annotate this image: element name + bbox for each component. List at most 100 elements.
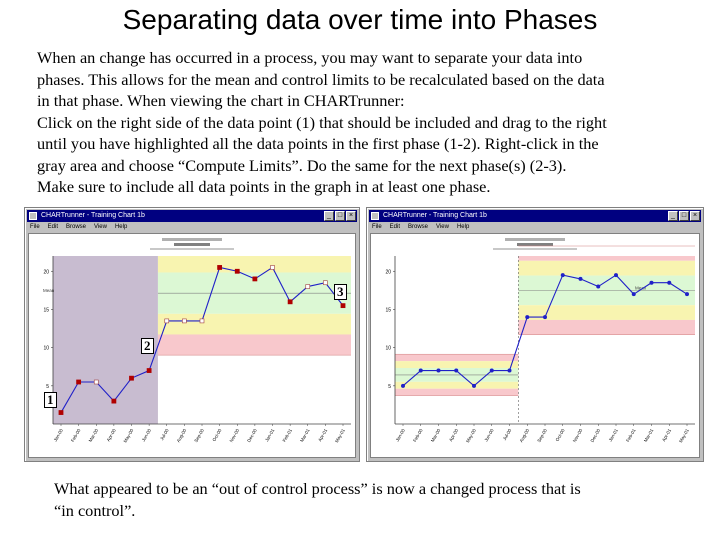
window-titlebar[interactable]: CHARTrunner - Training Chart 1b _ □ × xyxy=(369,210,701,222)
x-tick-label: Jan-00 xyxy=(395,428,406,443)
menu-file[interactable]: File xyxy=(372,224,382,230)
maximize-button[interactable]: □ xyxy=(679,211,689,221)
x-tick-label: Sep-00 xyxy=(536,428,548,443)
chartrunner-window-after[interactable]: CHARTrunner - Training Chart 1b _ □ × Fi… xyxy=(366,207,704,462)
data-point xyxy=(305,284,311,289)
y-tick-label: 20 xyxy=(385,269,391,275)
menu-browse[interactable]: Browse xyxy=(66,224,87,230)
chart-header-line xyxy=(505,238,565,241)
x-tick-label: Dec-00 xyxy=(590,428,602,443)
x-tick-label: Jan-01 xyxy=(608,428,619,443)
conclusion-line: What appeared to be an “out of control p… xyxy=(54,479,581,498)
callout-1: 1 xyxy=(44,392,57,408)
x-tick-label: May-01 xyxy=(678,428,690,444)
menu-edit[interactable]: Edit xyxy=(47,224,59,230)
x-tick-label: Oct-00 xyxy=(211,428,222,443)
data-point xyxy=(667,280,672,285)
control-chart-area[interactable]: 20 15 10 5 Mean Jan-00 Feb-00 Mar-00 Apr-00 May-0… xyxy=(370,233,700,458)
menu-view[interactable]: View xyxy=(436,224,449,230)
chart-header-line xyxy=(150,248,234,250)
x-tick-label: May-00 xyxy=(123,428,135,444)
control-limit-band xyxy=(395,361,519,369)
slide-title: Separating data over time into Phases xyxy=(122,4,598,35)
window-titlebar[interactable]: CHARTrunner - Training Chart 1b _ □ × xyxy=(27,210,357,222)
x-tick-label: Aug-00 xyxy=(519,428,531,443)
data-point xyxy=(199,318,205,324)
control-limit-band xyxy=(157,334,351,356)
app-icon[interactable] xyxy=(371,212,379,220)
close-button[interactable]: × xyxy=(346,211,356,221)
menu-file[interactable]: File xyxy=(30,224,40,230)
x-tick-label: Apr-01 xyxy=(661,428,672,443)
control-chart[interactable]: 20 15 10 5 Mean Jan-00 Feb-00 Mar-00 Apr-00 May-0… xyxy=(371,234,699,457)
data-point xyxy=(164,318,170,324)
control-chart[interactable]: 20 15 10 5 Mean Jan-00 Feb-00 Mar-00 Apr-00 May-0… xyxy=(29,234,355,457)
x-tick-label: Nov-00 xyxy=(572,428,584,443)
maximize-button[interactable]: □ xyxy=(335,211,345,221)
data-point xyxy=(436,368,441,373)
control-limit-band xyxy=(518,319,695,335)
y-tick-label: 15 xyxy=(385,307,391,313)
data-point xyxy=(489,368,494,373)
data-point xyxy=(418,368,423,373)
x-tick-label: Feb-00 xyxy=(412,428,424,443)
instructions-line: in that phase. When viewing the chart in… xyxy=(37,91,405,110)
x-tick-label: Mar-01 xyxy=(643,428,655,443)
x-tick-label: Mar-00 xyxy=(430,428,442,443)
data-point xyxy=(649,280,654,285)
data-point xyxy=(93,379,99,385)
x-tick-label: Feb-01 xyxy=(282,428,294,443)
callout-2: 2 xyxy=(141,338,154,354)
control-limit-band xyxy=(395,354,519,362)
chart-header-line xyxy=(493,248,577,250)
instructions-line: When an change has occurred in a process… xyxy=(37,48,583,67)
x-tick-label: Oct-00 xyxy=(555,428,566,443)
x-tick-label: May-00 xyxy=(465,428,477,444)
close-button[interactable]: × xyxy=(690,211,700,221)
x-tick-label: Jul-00 xyxy=(502,428,513,442)
control-limit-band xyxy=(395,381,519,389)
menu-help[interactable]: Help xyxy=(456,224,470,230)
control-chart-area[interactable]: 20 15 10 5 Mean Jan-00 Feb-00 Mar-00 Apr-00 May-0… xyxy=(28,233,356,458)
x-tick-label: Dec-00 xyxy=(246,428,258,443)
x-tick-label: Apr-01 xyxy=(317,428,328,443)
conclusion-text: What appeared to be an “out of control p… xyxy=(54,478,674,521)
instructions-line: Click on the right side of the data poin… xyxy=(37,112,607,132)
data-point-out-of-control xyxy=(340,303,346,309)
data-point xyxy=(631,292,636,297)
control-limit-band xyxy=(157,313,351,335)
menu-help[interactable]: Help xyxy=(114,224,128,230)
x-tick-label: Feb-00 xyxy=(70,428,82,443)
app-icon[interactable] xyxy=(29,212,37,220)
minimize-button[interactable]: _ xyxy=(668,211,678,221)
y-tick-label: 20 xyxy=(43,269,49,275)
data-point xyxy=(685,292,689,297)
instructions-line: Make sure to include all data points in … xyxy=(37,177,491,196)
x-tick-label: Aug-00 xyxy=(176,428,188,443)
x-tick-label: Jan-00 xyxy=(53,428,64,443)
chartrunner-window-before[interactable]: CHARTrunner - Training Chart 1b _ □ × Fi… xyxy=(24,207,360,462)
center-line-label: Mean xyxy=(635,285,647,290)
x-tick-label: Jan-01 xyxy=(264,428,275,443)
data-point xyxy=(560,273,565,278)
x-tick-label: Apr-00 xyxy=(448,428,459,443)
data-point xyxy=(614,273,618,278)
menu-browse[interactable]: Browse xyxy=(408,224,429,230)
menu-edit[interactable]: Edit xyxy=(389,224,401,230)
x-tick-label: Nov-00 xyxy=(229,428,241,443)
x-tick-label: Sep-00 xyxy=(193,428,205,443)
window-title: CHARTrunner - Training Chart 1b xyxy=(383,212,487,219)
control-limit-band xyxy=(518,260,695,276)
menu-view[interactable]: View xyxy=(94,224,107,230)
data-point xyxy=(596,284,601,289)
y-tick-label: 5 xyxy=(46,384,49,390)
menu-bar: File Edit Browse View Help xyxy=(369,223,701,232)
y-tick-label: 5 xyxy=(388,384,391,390)
instructions-text: When an change has occurred in a process… xyxy=(37,47,687,198)
data-point xyxy=(182,318,187,324)
x-tick-label: May-01 xyxy=(334,428,346,444)
x-tick-label: Apr-00 xyxy=(106,428,117,443)
control-limit-band xyxy=(518,256,695,261)
data-point-out-of-control xyxy=(234,268,240,274)
minimize-button[interactable]: _ xyxy=(324,211,334,221)
